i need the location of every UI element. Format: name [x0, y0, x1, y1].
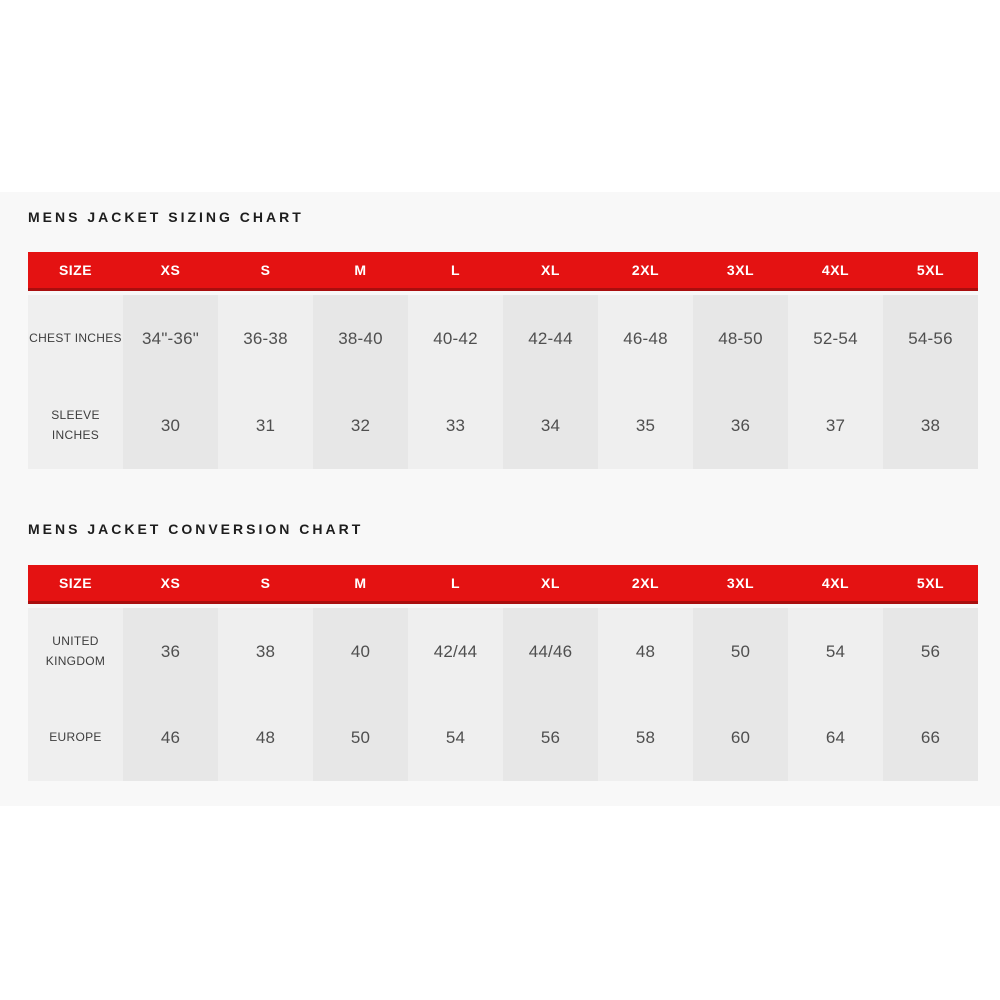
column-header-5xl: 5XL [916, 262, 945, 278]
size-cell: 44/46 [503, 608, 598, 695]
column-header-4xl: 4XL [821, 575, 850, 591]
column-header-s: S [260, 262, 271, 278]
column-header-l: L [450, 262, 461, 278]
column-header-size: SIZE [58, 575, 93, 591]
table-header-row: SIZE XS S M L XL 2XL 3XL 4XL 5XL [28, 252, 978, 291]
size-cell: 33 [408, 382, 503, 469]
row-label: SLEEVE INCHES [28, 382, 123, 469]
size-cell: 32 [313, 382, 408, 469]
column-header-s: S [260, 575, 271, 591]
size-cell: 42/44 [408, 608, 503, 695]
size-cell: 40 [313, 608, 408, 695]
size-cell: 56 [503, 695, 598, 781]
column-header-xl: XL [541, 262, 560, 278]
table-body: UNITED KINGDOM 36 38 40 42/44 44/46 48 50 54 56 EU… [28, 608, 978, 781]
row-label: UNITED KINGDOM [28, 608, 123, 695]
column-header-l: L [450, 575, 461, 591]
size-cell: 36-38 [218, 295, 313, 382]
size-cell: 34 [503, 382, 598, 469]
size-cell: 56 [883, 608, 978, 695]
conversion-chart-table: SIZE XS S M L XL 2XL 3XL 4XL 5XL UNITED KINGDOM 36… [28, 565, 978, 781]
size-cell: 30 [123, 382, 218, 469]
size-cell: 66 [883, 695, 978, 781]
column-header-4xl: 4XL [821, 262, 850, 278]
size-cell: 48-50 [693, 295, 788, 382]
size-cell: 36 [123, 608, 218, 695]
conversion-chart-title: MENS JACKET CONVERSION CHART [28, 521, 364, 537]
column-header-3xl: 3XL [726, 575, 755, 591]
size-cell: 50 [693, 608, 788, 695]
size-cell: 60 [693, 695, 788, 781]
size-cell: 40-42 [408, 295, 503, 382]
size-cell: 58 [598, 695, 693, 781]
size-cell: 46 [123, 695, 218, 781]
column-header-xl: XL [541, 575, 560, 591]
row-label: EUROPE [28, 695, 123, 781]
column-header-3xl: 3XL [726, 262, 755, 278]
size-cell: 54 [788, 608, 883, 695]
column-header-size: SIZE [58, 262, 93, 278]
size-cell: 48 [598, 608, 693, 695]
size-cell: 37 [788, 382, 883, 469]
size-cell: 31 [218, 382, 313, 469]
size-cell: 46-48 [598, 295, 693, 382]
size-cell: 64 [788, 695, 883, 781]
size-cell: 54-56 [883, 295, 978, 382]
column-header-xs: XS [160, 262, 181, 278]
size-cell: 50 [313, 695, 408, 781]
sizing-chart-title: MENS JACKET SIZING CHART [28, 209, 304, 225]
size-cell: 48 [218, 695, 313, 781]
size-cell: 38 [218, 608, 313, 695]
table-body: CHEST INCHES 34"-36" 36-38 38-40 40-42 42-44 4… [28, 295, 978, 469]
size-cell: 38-40 [313, 295, 408, 382]
column-header-2xl: 2XL [631, 262, 660, 278]
column-header-m: M [354, 262, 367, 278]
column-header-5xl: 5XL [916, 575, 945, 591]
size-cell: 36 [693, 382, 788, 469]
column-header-xs: XS [160, 575, 181, 591]
size-cell: 52-54 [788, 295, 883, 382]
size-cell: 34"-36" [123, 295, 218, 382]
column-header-m: M [354, 575, 367, 591]
column-header-2xl: 2XL [631, 575, 660, 591]
size-cell: 35 [598, 382, 693, 469]
row-label: CHEST INCHES [28, 295, 123, 382]
table-header-row: SIZE XS S M L XL 2XL 3XL 4XL 5XL [28, 565, 978, 604]
size-cell: 38 [883, 382, 978, 469]
sizing-chart-table: SIZE XS S M L XL 2XL 3XL 4XL 5XL CHEST INCHES 34"-… [28, 252, 978, 469]
size-cell: 42-44 [503, 295, 598, 382]
size-cell: 54 [408, 695, 503, 781]
